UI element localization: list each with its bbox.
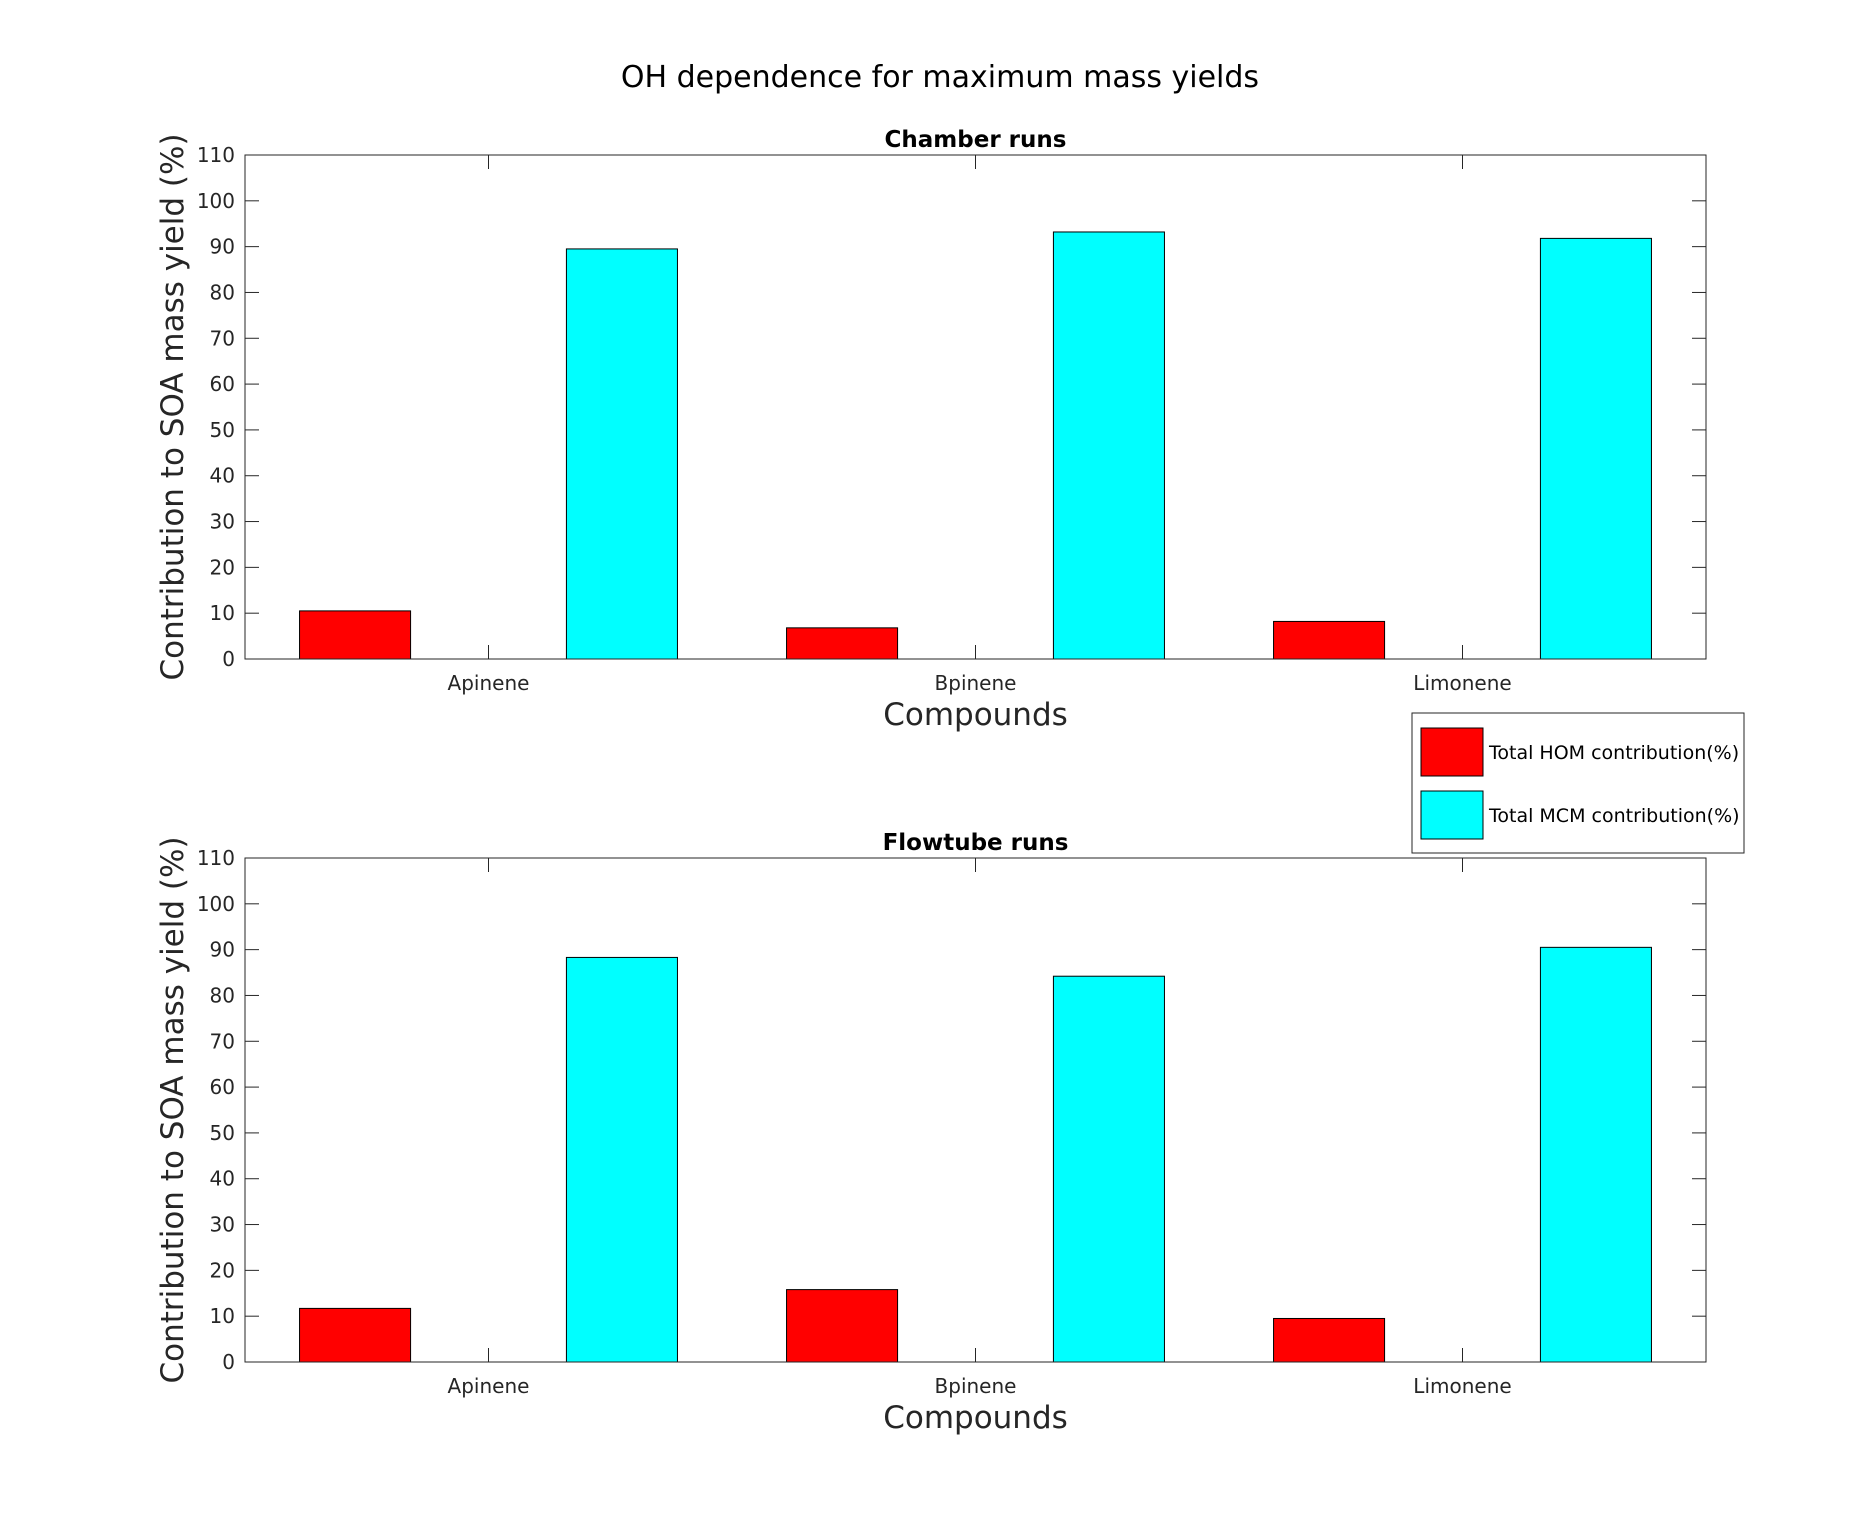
x-tick-label: Apinene <box>448 671 530 695</box>
y-tick-label: 40 <box>210 464 235 488</box>
y-tick-label: 110 <box>197 143 235 167</box>
y-tick-label: 110 <box>197 846 235 870</box>
bar-mcm-bpinene <box>1052 975 1165 1363</box>
y-tick-label: 10 <box>210 601 235 625</box>
bar-mcm-limonene <box>1539 946 1652 1363</box>
legend-swatch-hom <box>1420 727 1484 777</box>
y-tick-label: 20 <box>210 1258 235 1282</box>
bar-mcm-limonene <box>1539 237 1652 660</box>
y-tick-label: 90 <box>210 938 235 962</box>
bar-hom-bpinene <box>786 1289 899 1363</box>
bar-hom-limonene <box>1273 620 1386 660</box>
y-tick-label: 60 <box>210 372 235 396</box>
y-tick-label: 60 <box>210 1075 235 1099</box>
axes-frame <box>244 857 1707 1363</box>
bar-mcm-bpinene <box>1052 231 1165 660</box>
bar-mcm-apinene <box>565 956 678 1363</box>
legend-swatch-mcm <box>1420 790 1484 840</box>
y-tick-label: 30 <box>210 1213 235 1237</box>
flowtube-runs-panel: 0 10 20 30 40 50 60 70 80 90 100 110 Apinene Bpinene L… <box>155 830 1707 1436</box>
x-tick-label: Limonene <box>1413 671 1511 695</box>
chamber-runs-panel: 0 10 20 30 40 50 60 70 80 90 100 110 Apinene Bpinene L… <box>155 127 1707 733</box>
y-tick-label: 50 <box>210 1121 235 1145</box>
panel-title: Chamber runs <box>885 127 1067 153</box>
x-tick-label: Bpinene <box>935 671 1017 695</box>
y-tick-label: 80 <box>210 280 235 304</box>
x-tick-label: Bpinene <box>935 1374 1017 1398</box>
legend: Total HOM contribution(%) Total MCM cont… <box>1411 712 1745 854</box>
y-tick-label: 100 <box>197 189 235 213</box>
y-tick-label: 30 <box>210 510 235 534</box>
bar-hom-limonene <box>1273 1317 1386 1363</box>
y-tick-label: 90 <box>210 235 235 259</box>
panel-title: Flowtube runs <box>883 830 1069 856</box>
x-axis-label: Compounds <box>883 697 1068 733</box>
plot-area <box>245 858 1706 1362</box>
y-tick-label: 0 <box>222 1350 235 1374</box>
bar-hom-bpinene <box>786 627 899 660</box>
x-tick-label: Apinene <box>448 1374 530 1398</box>
y-axis-label: Contribution to SOA mass yield (%) <box>155 133 191 680</box>
y-tick-label: 0 <box>222 647 235 671</box>
bar-mcm-apinene <box>565 248 678 660</box>
y-axis-label: Contribution to SOA mass yield (%) <box>155 836 191 1383</box>
x-tick-label: Limonene <box>1413 1374 1511 1398</box>
figure-title: OH dependence for maximum mass yields <box>621 60 1259 95</box>
y-tick-label: 40 <box>210 1167 235 1191</box>
y-tick-label: 20 <box>210 555 235 579</box>
y-tick-label: 10 <box>210 1304 235 1328</box>
x-axis-label: Compounds <box>883 1400 1068 1436</box>
y-tick-label: 70 <box>210 326 235 350</box>
y-tick-label: 100 <box>197 892 235 916</box>
y-tick-label: 70 <box>210 1029 235 1053</box>
bar-hom-apinene <box>299 1307 412 1363</box>
y-tick-label: 80 <box>210 983 235 1007</box>
axes-frame <box>244 154 1707 660</box>
legend-label-hom: Total HOM contribution(%) <box>1488 742 1739 764</box>
plot-area <box>245 155 1706 659</box>
y-tick-label: 50 <box>210 418 235 442</box>
bar-hom-apinene <box>299 610 412 660</box>
legend-label-mcm: Total MCM contribution(%) <box>1488 805 1740 827</box>
